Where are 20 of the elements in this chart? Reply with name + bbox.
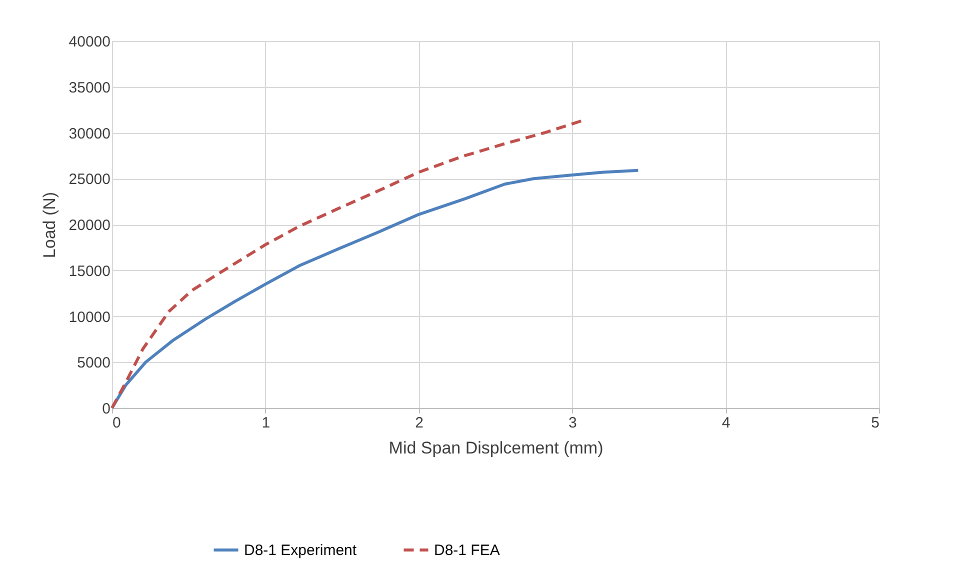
y-axis-title: Load (N) (40, 192, 59, 258)
y-tick-label: 20000 (68, 217, 110, 234)
x-tick-label: 2 (415, 414, 424, 432)
x-tick-label: 3 (568, 414, 577, 432)
line-series (110, 168, 640, 410)
x-tick-label: 1 (262, 414, 270, 432)
x-tick-label: 5 (871, 414, 880, 432)
y-tick-label: 0 (102, 400, 110, 418)
y-tick-label: 35000 (68, 79, 110, 96)
y-tick-label: 5000 (77, 354, 110, 372)
y-tick-label: 15000 (68, 262, 110, 280)
y-tick-label: 40000 (68, 34, 110, 50)
legend-label: D8-1 Experiment (244, 542, 358, 559)
y-tick-label: 25000 (68, 171, 110, 188)
x-tick-label: 0 (112, 414, 121, 432)
x-axis-title: Mid Span Displcement (mm) (388, 438, 604, 458)
x-tick-label: 4 (722, 414, 730, 432)
legend-label: D8-1 FEA (434, 542, 500, 559)
y-tick-label: 30000 (68, 125, 110, 142)
y-tick-label: 10000 (68, 308, 110, 326)
